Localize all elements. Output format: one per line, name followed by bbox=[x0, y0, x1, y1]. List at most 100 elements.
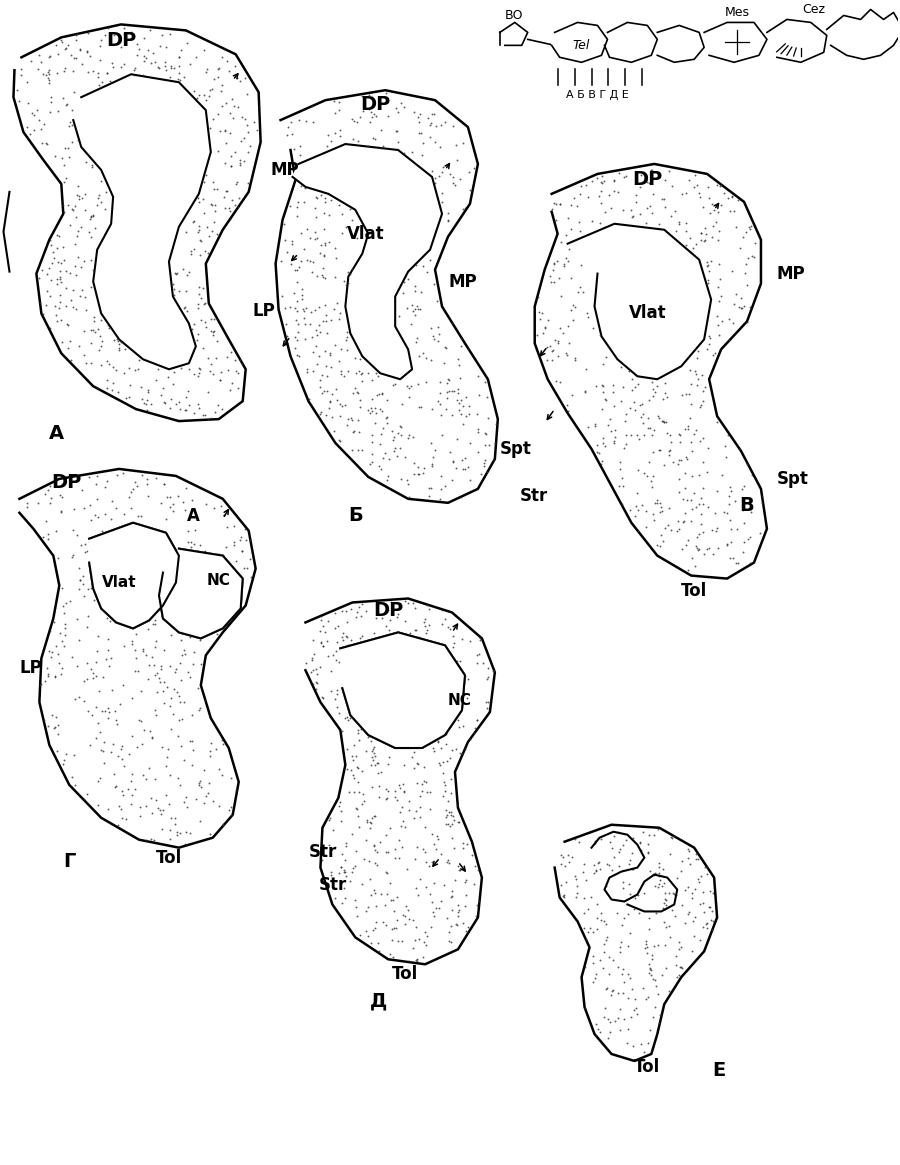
Point bbox=[252, 98, 266, 116]
Point bbox=[571, 883, 585, 902]
Point bbox=[191, 298, 205, 317]
Point bbox=[344, 409, 358, 428]
Point bbox=[185, 581, 200, 600]
Point bbox=[601, 185, 616, 204]
Point bbox=[590, 169, 604, 188]
Point bbox=[368, 107, 382, 126]
Point bbox=[238, 531, 253, 550]
Point bbox=[642, 452, 656, 471]
Point bbox=[427, 275, 441, 294]
Point bbox=[718, 437, 733, 456]
Point bbox=[365, 108, 380, 127]
Point bbox=[195, 189, 210, 207]
Point bbox=[305, 327, 320, 346]
Point bbox=[219, 93, 233, 112]
Point bbox=[318, 192, 332, 211]
Point bbox=[353, 107, 367, 126]
Point bbox=[102, 319, 116, 338]
Point bbox=[337, 863, 351, 882]
Point bbox=[592, 214, 607, 233]
Polygon shape bbox=[340, 633, 465, 748]
Point bbox=[623, 500, 637, 518]
Point bbox=[726, 549, 741, 567]
Point bbox=[443, 749, 457, 768]
Point bbox=[123, 482, 138, 501]
Point bbox=[698, 377, 713, 396]
Point bbox=[441, 204, 455, 223]
Point bbox=[468, 857, 482, 876]
Point bbox=[618, 436, 633, 454]
Point bbox=[350, 228, 365, 247]
Point bbox=[76, 480, 90, 499]
Point bbox=[80, 784, 94, 803]
Point bbox=[216, 816, 230, 834]
Point bbox=[196, 204, 211, 223]
Point bbox=[647, 510, 662, 529]
Point bbox=[124, 635, 139, 654]
Point bbox=[608, 428, 622, 446]
Point bbox=[413, 798, 428, 817]
Point bbox=[206, 70, 220, 89]
Point bbox=[350, 721, 365, 740]
Point bbox=[154, 657, 168, 676]
Point bbox=[291, 192, 305, 211]
Point bbox=[554, 846, 568, 864]
Point bbox=[658, 883, 672, 902]
Point bbox=[227, 97, 241, 115]
Point bbox=[380, 885, 394, 904]
Point bbox=[419, 783, 434, 802]
Point bbox=[140, 797, 154, 815]
Point bbox=[551, 332, 565, 351]
Point bbox=[422, 115, 436, 134]
Point bbox=[424, 351, 438, 369]
Point bbox=[355, 762, 369, 781]
Point bbox=[588, 968, 602, 987]
Point bbox=[706, 217, 721, 235]
Point bbox=[181, 532, 195, 551]
Point bbox=[617, 439, 632, 458]
Point bbox=[477, 457, 491, 475]
Text: ВО: ВО bbox=[505, 9, 523, 22]
Point bbox=[410, 949, 424, 968]
Point bbox=[137, 47, 151, 65]
Point bbox=[657, 901, 671, 919]
Point bbox=[212, 612, 226, 630]
Point bbox=[134, 712, 148, 730]
Point bbox=[461, 458, 475, 476]
Point bbox=[210, 332, 224, 351]
Point bbox=[616, 1010, 631, 1029]
Point bbox=[80, 617, 94, 636]
Point bbox=[729, 218, 743, 236]
Point bbox=[79, 670, 94, 689]
Point bbox=[340, 329, 355, 347]
Point bbox=[617, 973, 632, 991]
Point bbox=[624, 1008, 638, 1026]
Point bbox=[87, 219, 102, 238]
Point bbox=[112, 694, 127, 713]
Point bbox=[585, 954, 599, 973]
Point bbox=[711, 231, 725, 249]
Point bbox=[213, 82, 228, 100]
Point bbox=[733, 239, 747, 257]
Point bbox=[705, 195, 719, 213]
Point bbox=[737, 476, 751, 495]
Point bbox=[341, 711, 356, 729]
Point bbox=[54, 254, 68, 273]
Point bbox=[313, 243, 328, 262]
Point bbox=[734, 298, 749, 317]
Point bbox=[345, 863, 359, 882]
Point bbox=[233, 351, 248, 369]
Point bbox=[622, 854, 636, 873]
Point bbox=[104, 510, 119, 529]
Point bbox=[649, 976, 663, 995]
Point bbox=[323, 662, 338, 680]
Point bbox=[164, 59, 178, 78]
Point bbox=[62, 216, 77, 234]
Point bbox=[245, 169, 259, 188]
Point bbox=[434, 405, 448, 424]
Point bbox=[634, 172, 649, 191]
Point bbox=[227, 534, 241, 552]
Point bbox=[175, 736, 189, 755]
Point bbox=[191, 223, 205, 241]
Point bbox=[442, 923, 456, 941]
